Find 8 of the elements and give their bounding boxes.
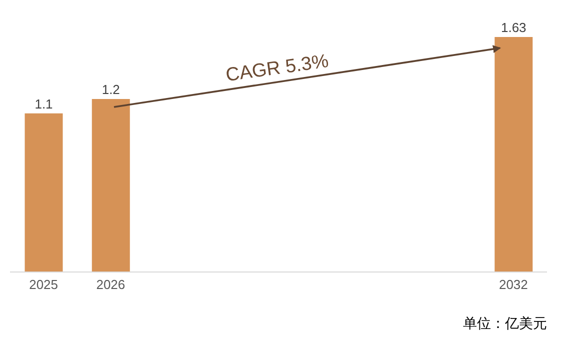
x-tick-label: 2026 xyxy=(96,277,126,292)
annotation: CAGR 5.3% xyxy=(224,50,330,86)
x-tick-label: 2025 xyxy=(29,277,58,292)
data-label: 1.1 xyxy=(34,96,53,112)
data-label: 1.63 xyxy=(500,20,526,35)
text: 单位：亿美元 xyxy=(463,315,547,333)
x-tick-label: 2032 xyxy=(498,277,528,292)
data-label: 1.2 xyxy=(102,82,120,97)
